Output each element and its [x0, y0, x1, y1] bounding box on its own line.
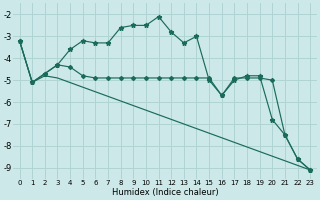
X-axis label: Humidex (Indice chaleur): Humidex (Indice chaleur) — [112, 188, 218, 197]
